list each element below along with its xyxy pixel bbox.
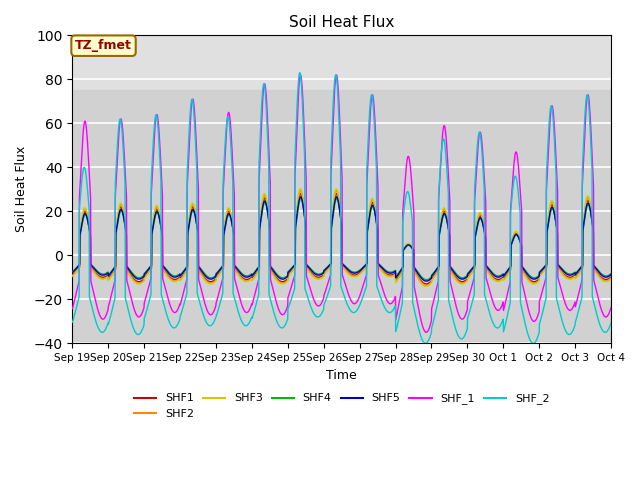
X-axis label: Time: Time <box>326 369 357 382</box>
Text: TZ_fmet: TZ_fmet <box>75 39 132 52</box>
Title: Soil Heat Flux: Soil Heat Flux <box>289 15 394 30</box>
Bar <box>72 90 611 343</box>
Legend: SHF1, SHF2, SHF3, SHF4, SHF5, SHF_1, SHF_2: SHF1, SHF2, SHF3, SHF4, SHF5, SHF_1, SHF… <box>129 389 554 423</box>
Y-axis label: Soil Heat Flux: Soil Heat Flux <box>15 146 28 232</box>
